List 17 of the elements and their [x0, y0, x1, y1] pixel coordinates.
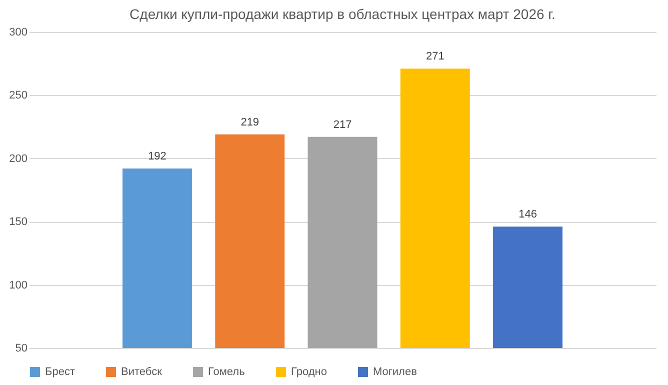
y-tick-label: 200: [9, 152, 28, 165]
data-label: 217: [333, 118, 352, 131]
y-tick-label: 150: [9, 216, 28, 228]
y-tick-label: 300: [9, 26, 28, 38]
legend-label: Могилев: [373, 366, 418, 378]
legend-label: Гомель: [208, 366, 246, 378]
legend-label: Брест: [45, 366, 75, 378]
legend-label: Гродно: [291, 366, 327, 378]
data-label: 192: [148, 150, 166, 163]
y-tick-label: 100: [9, 279, 28, 292]
data-label: 146: [518, 208, 537, 221]
data-label: 271: [426, 50, 444, 63]
y-tick-label: 250: [9, 90, 28, 102]
y-tick-label: 50: [15, 342, 28, 354]
chart-title: Сделки купли-продажи квартир в областных центрах март 2026 г.: [130, 6, 556, 22]
data-label: 219: [240, 116, 260, 128]
legend-label: Витебск: [121, 366, 162, 378]
